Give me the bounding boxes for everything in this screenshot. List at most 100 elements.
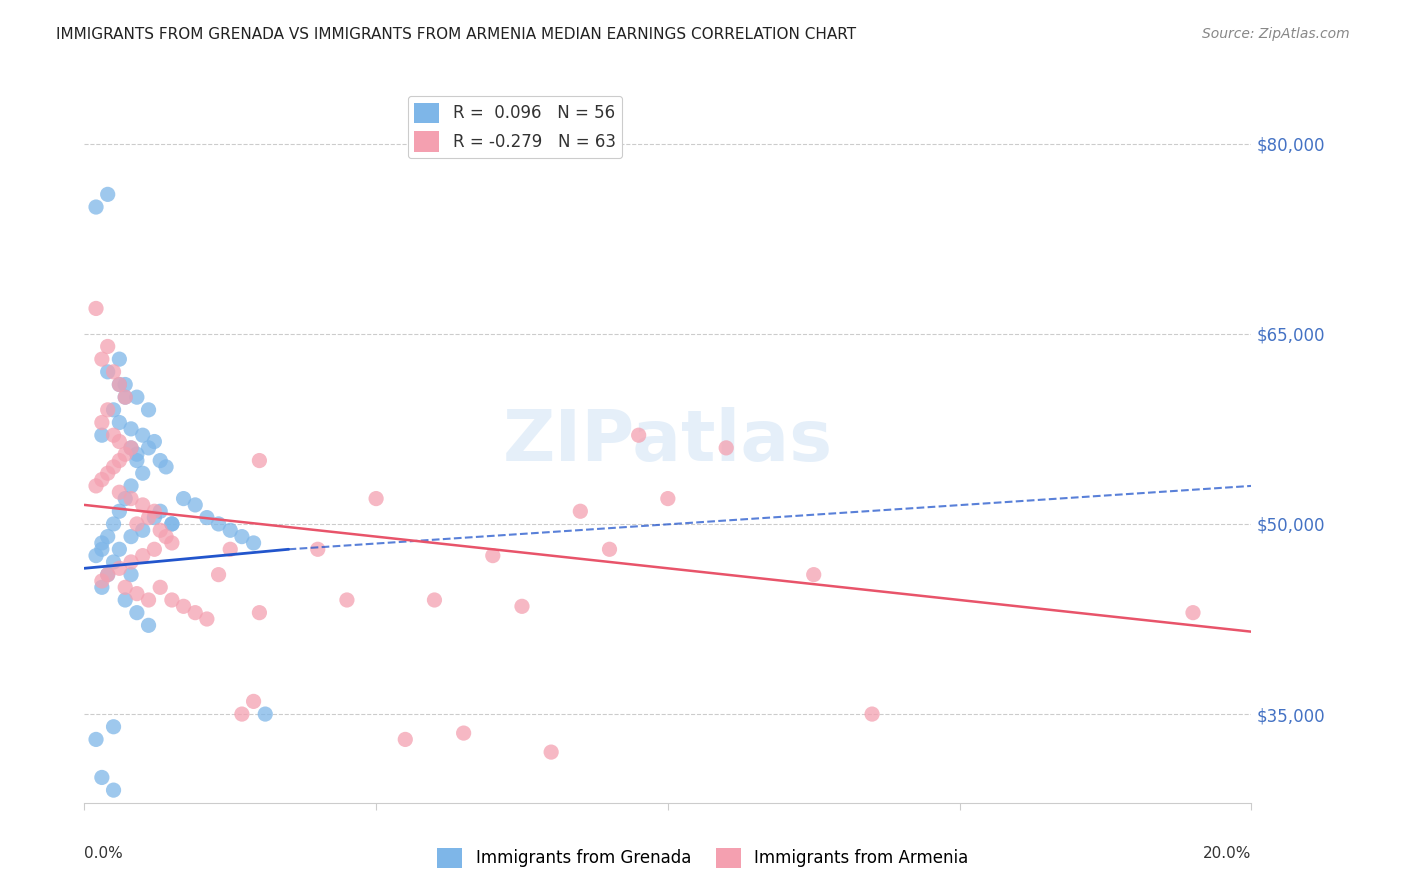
Point bbox=[103, 402, 125, 417]
Point bbox=[149, 523, 172, 537]
Point bbox=[242, 694, 264, 708]
Legend: R =  0.096   N = 56, R = -0.279   N = 63: R = 0.096 N = 56, R = -0.279 N = 63 bbox=[408, 95, 623, 158]
Point bbox=[143, 434, 166, 449]
Point bbox=[195, 612, 218, 626]
Point bbox=[803, 567, 825, 582]
Point bbox=[125, 390, 148, 404]
Point bbox=[143, 542, 166, 557]
Point bbox=[219, 542, 242, 557]
Point bbox=[103, 516, 125, 531]
Point bbox=[108, 561, 131, 575]
Point bbox=[125, 453, 148, 467]
Point bbox=[860, 707, 883, 722]
Point bbox=[108, 542, 131, 557]
Point bbox=[90, 473, 112, 487]
Point bbox=[132, 523, 155, 537]
Legend: Immigrants from Grenada, Immigrants from Armenia: Immigrants from Grenada, Immigrants from… bbox=[430, 841, 976, 875]
Point bbox=[120, 479, 142, 493]
Point bbox=[160, 593, 183, 607]
Point bbox=[160, 516, 183, 531]
Point bbox=[97, 567, 120, 582]
Text: ZIPatlas: ZIPatlas bbox=[503, 407, 832, 476]
Point bbox=[125, 606, 148, 620]
Point bbox=[657, 491, 679, 506]
Point bbox=[103, 459, 125, 474]
Point bbox=[120, 441, 142, 455]
Point bbox=[173, 491, 195, 506]
Point bbox=[90, 771, 112, 785]
Point bbox=[143, 504, 166, 518]
Point bbox=[84, 549, 107, 563]
Point bbox=[97, 530, 120, 544]
Point bbox=[114, 580, 136, 594]
Point bbox=[84, 732, 107, 747]
Point bbox=[103, 555, 125, 569]
Point bbox=[510, 599, 533, 614]
Point bbox=[307, 542, 329, 557]
Point bbox=[114, 390, 136, 404]
Point bbox=[627, 428, 650, 442]
Point bbox=[97, 187, 120, 202]
Point bbox=[90, 574, 112, 588]
Point bbox=[149, 453, 172, 467]
Point bbox=[120, 441, 142, 455]
Point bbox=[231, 707, 253, 722]
Point bbox=[160, 536, 183, 550]
Point bbox=[90, 536, 112, 550]
Point bbox=[569, 504, 592, 518]
Point bbox=[108, 416, 131, 430]
Point bbox=[138, 441, 160, 455]
Point bbox=[97, 467, 120, 481]
Point bbox=[132, 467, 155, 481]
Point bbox=[138, 593, 160, 607]
Point bbox=[114, 491, 136, 506]
Point bbox=[453, 726, 475, 740]
Point bbox=[143, 510, 166, 524]
Point bbox=[108, 485, 131, 500]
Point bbox=[114, 377, 136, 392]
Point bbox=[138, 402, 160, 417]
Point bbox=[149, 580, 172, 594]
Point bbox=[108, 453, 131, 467]
Point bbox=[90, 416, 112, 430]
Point bbox=[114, 390, 136, 404]
Point bbox=[138, 510, 160, 524]
Point bbox=[114, 447, 136, 461]
Point bbox=[103, 365, 125, 379]
Point bbox=[84, 479, 107, 493]
Point bbox=[97, 339, 120, 353]
Text: 0.0%: 0.0% bbox=[84, 847, 124, 861]
Point bbox=[120, 555, 142, 569]
Point bbox=[1182, 606, 1205, 620]
Point bbox=[108, 352, 131, 367]
Point bbox=[195, 510, 218, 524]
Point bbox=[90, 352, 112, 367]
Point bbox=[249, 453, 271, 467]
Point bbox=[160, 516, 183, 531]
Text: Source: ZipAtlas.com: Source: ZipAtlas.com bbox=[1202, 27, 1350, 41]
Point bbox=[103, 783, 125, 797]
Point bbox=[97, 365, 120, 379]
Point bbox=[90, 542, 112, 557]
Point bbox=[108, 504, 131, 518]
Point bbox=[120, 567, 142, 582]
Point bbox=[108, 434, 131, 449]
Point bbox=[132, 428, 155, 442]
Point bbox=[84, 301, 107, 316]
Point bbox=[108, 377, 131, 392]
Point bbox=[336, 593, 359, 607]
Point bbox=[120, 491, 142, 506]
Point bbox=[249, 606, 271, 620]
Point bbox=[155, 530, 177, 544]
Point bbox=[114, 593, 136, 607]
Point bbox=[90, 428, 112, 442]
Point bbox=[242, 536, 264, 550]
Point bbox=[149, 504, 172, 518]
Point bbox=[716, 441, 738, 455]
Point bbox=[103, 720, 125, 734]
Point bbox=[125, 587, 148, 601]
Point bbox=[97, 567, 120, 582]
Point bbox=[97, 402, 120, 417]
Text: 20.0%: 20.0% bbox=[1204, 847, 1251, 861]
Point bbox=[108, 377, 131, 392]
